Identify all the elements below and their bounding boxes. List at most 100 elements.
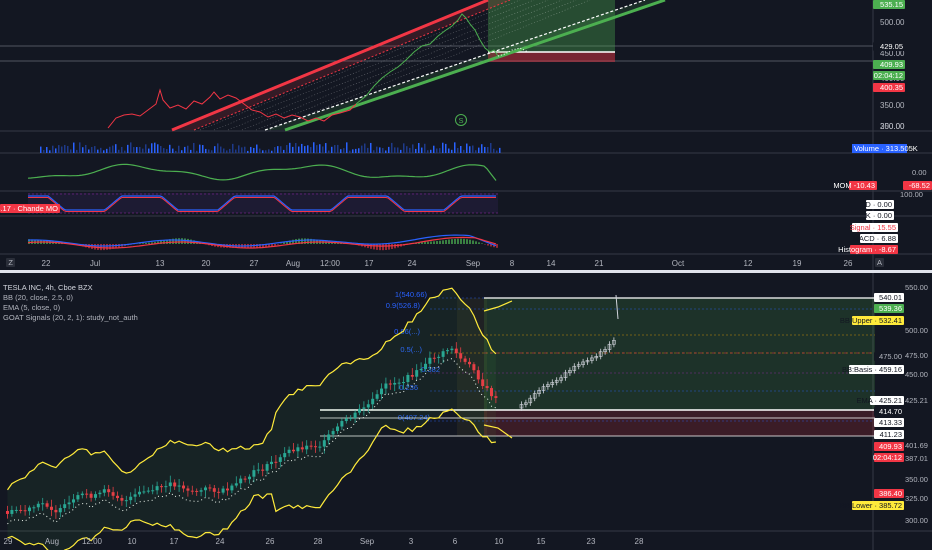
- time-axis-label: 3: [409, 537, 414, 546]
- stoch-tag[interactable]: K · 0.00: [866, 211, 894, 220]
- mom-tag-2[interactable]: -68.52: [903, 181, 932, 190]
- volume-bar: [337, 144, 339, 153]
- red-channel: [171, 0, 591, 132]
- price-tag-text: BB Lower · 385.72: [840, 501, 902, 510]
- volume-bar: [220, 146, 222, 153]
- candle-body: [419, 368, 423, 371]
- price-tag[interactable]: 414.70: [874, 407, 904, 416]
- stoch-tag[interactable]: D · 0.00: [865, 200, 894, 209]
- price-tag[interactable]: BB:Basis · 459.16: [842, 365, 904, 374]
- green-channel-dash: [264, 0, 646, 131]
- macd-bar: [445, 239, 447, 244]
- price-tag[interactable]: 02:04:12: [873, 71, 905, 80]
- price-tag[interactable]: BB Upper · 532.41: [840, 316, 904, 325]
- price-tag[interactable]: 429.05: [873, 42, 905, 51]
- candle-body: [415, 370, 419, 377]
- price-tag-bg: [873, 60, 905, 69]
- projection-body: [603, 349, 607, 353]
- volume-bar: [487, 147, 489, 153]
- candle-body: [23, 510, 27, 512]
- legend-bb[interactable]: BB (20, close, 2.5, 0): [3, 293, 74, 302]
- volume-bar: [55, 148, 57, 153]
- volume-bar: [49, 150, 51, 153]
- signal-marker[interactable]: S: [455, 114, 467, 126]
- volume-bar: [448, 148, 450, 153]
- candle-body: [344, 418, 348, 422]
- price-tag[interactable]: 475.00: [874, 352, 904, 361]
- macd-bar: [103, 244, 105, 251]
- time-axis-label: 12:00: [320, 259, 341, 268]
- projection-body: [554, 379, 559, 383]
- chande-tag[interactable]: -18.17 · Chande MO: [0, 204, 60, 213]
- top-chart-svg[interactable]: S500.00450.00400.00350.00300.00250.00535…: [0, 0, 932, 270]
- bb-upper-ext: [483, 300, 513, 312]
- price-tag[interactable]: 386.40: [874, 489, 904, 498]
- projection-body: [541, 386, 546, 391]
- volume-bar: [289, 142, 291, 153]
- volume-bar: [103, 150, 105, 153]
- candle-body: [358, 408, 361, 413]
- macd-value-tag[interactable]: MACD · 6.88: [853, 234, 898, 243]
- pane-separator[interactable]: [0, 270, 932, 273]
- volume-bar: [484, 146, 486, 153]
- macd-value-tag-bg: [860, 234, 898, 243]
- volume-bar: [193, 142, 195, 153]
- volume-bar: [241, 147, 243, 153]
- macd-bar: [286, 241, 288, 244]
- zoom-icon-bg: [6, 258, 15, 267]
- projection-body: [528, 397, 533, 404]
- price-tag[interactable]: 540.01: [874, 293, 904, 302]
- price-tag[interactable]: 409.93: [874, 442, 904, 451]
- legend-goat[interactable]: GOAT Signals (20, 2, 1): study_not_auth: [3, 313, 138, 322]
- candle-body: [481, 379, 485, 387]
- zoom-icon[interactable]: Z: [6, 258, 15, 267]
- candle-body: [177, 485, 181, 487]
- projection-body: [598, 351, 603, 357]
- bottom-chart-svg[interactable]: 1(540.66) 0.9(526.8) 0.66(...) 0.5(...) 0.38…: [0, 273, 932, 550]
- candle-body: [450, 348, 454, 351]
- auto-scale-icon[interactable]: A: [875, 258, 884, 267]
- volume-bar: [205, 148, 207, 153]
- volume-bar: [424, 143, 426, 153]
- macd-line: [27, 234, 497, 247]
- bottom-chart-pane[interactable]: 1(540.66) 0.9(526.8) 0.66(...) 0.5(...) 0.38…: [0, 273, 932, 550]
- time-axis-label: 21: [595, 259, 604, 268]
- candle-body: [107, 489, 111, 493]
- candle-body: [300, 447, 304, 450]
- volume-bar: [130, 142, 132, 153]
- time-axis-label: Aug: [45, 537, 59, 546]
- mom-tag[interactable]: MOM -10.43: [833, 181, 877, 190]
- channel-dot-line: [213, 0, 535, 131]
- momentum-line: [27, 163, 497, 181]
- price-tag[interactable]: 409.93: [873, 60, 905, 69]
- volume-bar: [364, 143, 366, 153]
- price-axis-label: 500.00: [905, 326, 928, 335]
- legend-symbol[interactable]: TESLA INC, 4h, Cboe BZX: [3, 283, 93, 292]
- price-tag[interactable]: 411.23: [874, 430, 904, 439]
- legend-ema[interactable]: EMA (5, close, 0): [3, 303, 61, 312]
- macd-signal-tag[interactable]: Signal · 15.55: [850, 223, 898, 232]
- macd-bar: [454, 238, 456, 244]
- top-chart-pane[interactable]: S500.00450.00400.00350.00300.00250.00535…: [0, 0, 932, 270]
- macd-bar: [370, 244, 372, 249]
- volume-tag[interactable]: Volume · 313.505K: [852, 144, 918, 153]
- candle-body: [45, 503, 49, 507]
- price-tag[interactable]: 539.36: [874, 304, 904, 313]
- candle-body: [446, 350, 449, 352]
- time-axis-label: 6: [453, 537, 458, 546]
- price-tag[interactable]: 02:04:12: [873, 453, 904, 462]
- price-tag[interactable]: 413.33: [874, 418, 904, 427]
- price-tag-text: EMA · 425.21: [857, 396, 902, 405]
- price-axis-label: 300.00: [880, 122, 905, 131]
- macd-histogram-tag[interactable]: Histogram · -8.67: [838, 245, 898, 254]
- price-tag[interactable]: BB Lower · 385.72: [840, 501, 904, 510]
- macd-bar: [154, 241, 156, 244]
- macd-bar: [466, 239, 468, 244]
- volume-bar: [157, 144, 159, 153]
- volume-bar: [457, 147, 459, 153]
- price-tag[interactable]: 535.15: [873, 0, 905, 9]
- price-tag[interactable]: 400.35: [873, 83, 905, 92]
- price-tag[interactable]: EMA · 425.21: [857, 396, 904, 405]
- volume-bar: [322, 146, 324, 153]
- time-axis-label: 17: [170, 537, 179, 546]
